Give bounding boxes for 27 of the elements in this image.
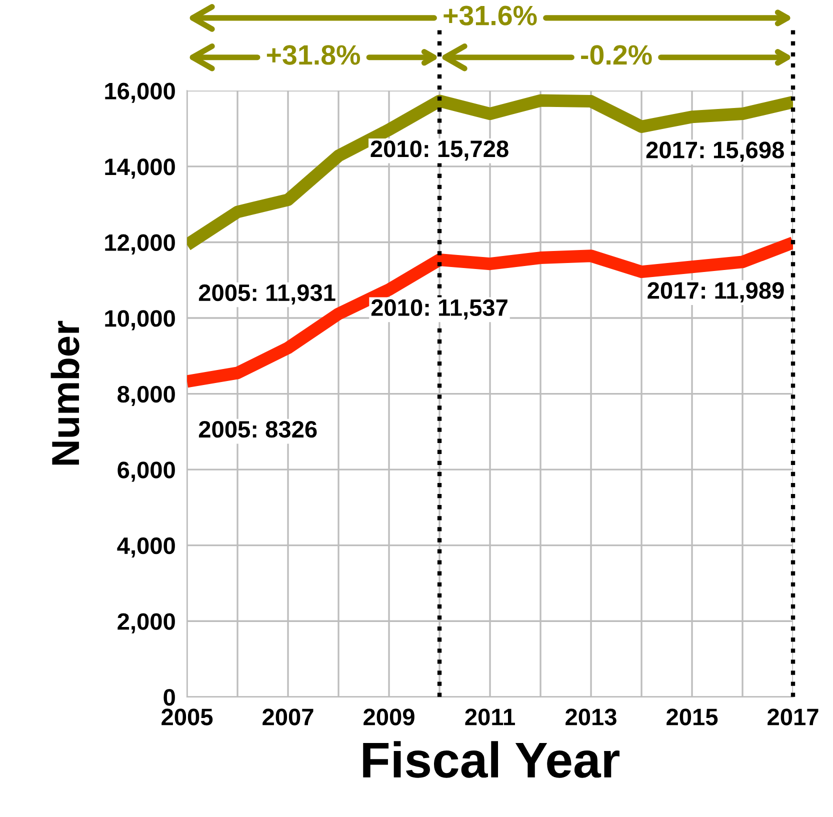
x-tick-label: 2013 — [566, 708, 616, 726]
x-tick-label: 2017 — [768, 708, 818, 726]
y-axis-title: Number — [50, 320, 80, 465]
y-tick-label: 14,000 — [105, 158, 175, 179]
y-tick-label: 2,000 — [118, 613, 175, 634]
x-axis-title: Fiscal Year — [363, 741, 620, 778]
annotation: 2017: 11,989 — [648, 282, 784, 302]
x-tick-label: 2015 — [666, 708, 718, 726]
text: +31.8% — [266, 45, 360, 65]
y-tick-label: 16,000 — [105, 82, 175, 103]
x-tick-label: 2009 — [364, 708, 414, 726]
x-tick-label: 2011 — [465, 708, 515, 726]
annotation: 2010: 15,728 — [370, 140, 508, 161]
annotation: 2005: 11,931 — [198, 284, 336, 305]
text: +31.6% — [444, 6, 537, 26]
y-tick-label: 6,000 — [118, 462, 175, 482]
annotation: 2005: 8326 — [198, 420, 317, 438]
text: -0.2% — [581, 45, 652, 65]
x-tick-label: 2007 — [262, 708, 314, 726]
annotation: 2010: 11,537 — [371, 299, 508, 320]
y-tick-label: 8,000 — [118, 386, 175, 406]
y-tick-label: 0 — [164, 688, 175, 706]
y-tick-label: 12,000 — [105, 234, 175, 254]
x-tick-label: 2005 — [162, 708, 213, 726]
y-tick-label: 10,000 — [105, 310, 175, 330]
y-tick-label: 4,000 — [117, 537, 175, 558]
annotation: 2017: 15,698 — [646, 142, 784, 162]
